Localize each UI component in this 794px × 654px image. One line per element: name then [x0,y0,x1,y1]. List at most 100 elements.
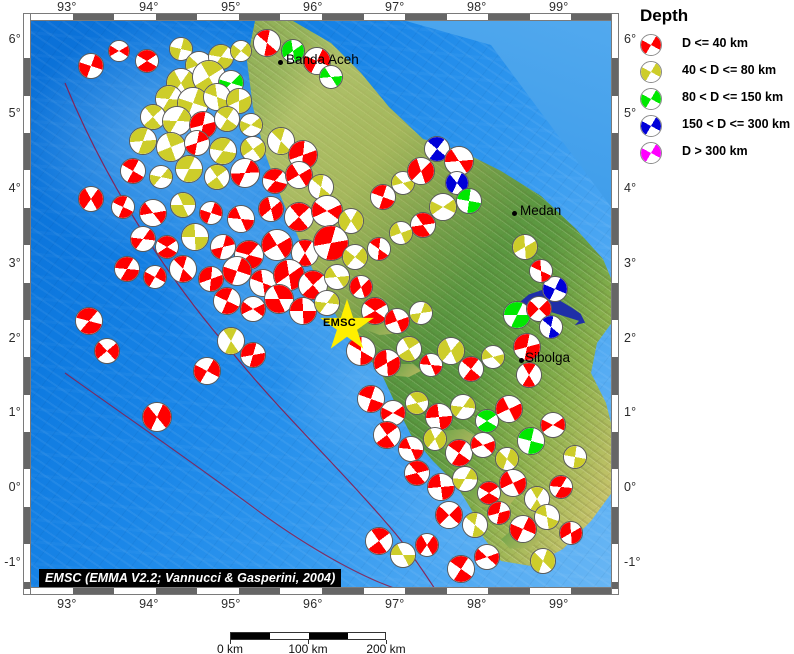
lon-tick-top-1: 94° [139,0,159,14]
frame-tick [155,588,198,594]
city-dot-banda-aceh [278,60,283,65]
legend-item-3[interactable]: 150 < D <= 300 km [636,113,794,140]
focal-mechanism-beachball [389,221,413,245]
focal-quadrants [374,350,400,376]
focal-mechanism-beachball [199,201,223,225]
focal-quadrants [241,343,265,367]
lat-tick-right-6: 0° [624,480,637,495]
lat-tick-left-4: 2° [8,330,21,345]
legend-beachball-icon [640,61,662,83]
focal-quadrants [286,162,312,188]
focal-mechanism-beachball [349,275,373,299]
focal-quadrants [156,236,178,258]
focal-quadrants [438,338,464,364]
lat-tick-left-3: 3° [8,255,21,270]
focal-mechanism-beachball [240,342,266,368]
focal-quadrants [500,470,526,496]
focal-quadrants [374,422,400,448]
scale-label-1: 100 km [288,642,328,654]
focal-mechanism-beachball [155,235,179,259]
frame-band-left [23,13,31,595]
focal-mechanism-beachball [423,427,447,451]
scale-tick-1 [308,640,309,644]
focal-mechanism-beachball [410,212,436,238]
lat-tick-left-0: 6° [8,31,21,46]
focal-mechanism-beachball [175,155,203,183]
focal-mechanism-beachball [114,256,140,282]
lon-tick-top-4: 97° [385,0,405,14]
focal-quadrants [130,128,156,154]
focal-quadrants [541,413,565,437]
focal-quadrants [315,291,339,315]
focal-quadrants [199,267,223,291]
map-canvas[interactable]: EMSC Banda Aceh Medan Sibolga EMSC (EMMA… [31,21,611,587]
legend-item-4[interactable]: D > 300 km [636,140,794,167]
frame-tick [571,14,613,20]
focal-quadrants [463,513,487,537]
frame-tick [612,432,618,470]
focal-quadrants [397,337,421,361]
frame-band-bottom [23,587,619,595]
frame-tick [571,588,613,594]
focal-quadrants [476,410,498,432]
frame-tick [488,588,530,594]
focal-quadrants [641,116,661,136]
focal-mechanism-beachball [512,234,538,260]
focal-mechanism-beachball [222,256,252,286]
legend-item-0[interactable]: D <= 40 km [636,32,794,59]
focal-mechanism-beachball [313,225,349,261]
lat-tick-right-3: 3° [624,255,637,270]
focal-mechanism-beachball [135,49,159,73]
focal-mechanism-beachball [143,265,167,289]
focal-quadrants [399,437,423,461]
focal-mechanism-beachball [129,127,157,155]
focal-mechanism-beachball [253,29,281,57]
focal-mechanism-beachball [78,186,104,212]
focal-quadrants [504,302,530,328]
legend-item-1[interactable]: 40 < D <= 80 km [636,59,794,86]
focal-quadrants [141,105,165,129]
scale-segment [231,633,270,639]
focal-quadrants [218,328,244,354]
focal-mechanism-beachball [516,362,542,388]
focal-quadrants [144,266,166,288]
lat-tick-right-4: 2° [624,330,637,345]
focal-mechanism-beachball [517,427,545,455]
lat-tick-left-5: 1° [8,405,21,420]
frame-tick [322,14,364,20]
focal-quadrants [451,395,475,419]
focal-quadrants [241,137,265,161]
focal-quadrants [210,138,236,164]
focal-mechanism-beachball [184,130,210,156]
focal-quadrants [121,159,145,183]
focal-quadrants [453,467,477,491]
frame-tick [24,432,30,470]
focal-mechanism-beachball [424,136,450,162]
legend-title: Depth [640,6,689,25]
focal-mechanism-beachball [139,199,167,227]
frame-tick [405,588,447,594]
focal-mechanism-beachball [534,504,560,530]
map-frame[interactable]: EMSC Banda Aceh Medan Sibolga EMSC (EMMA… [30,20,612,588]
focal-mechanism-beachball [540,412,566,438]
focal-mechanism-beachball [373,421,401,449]
focal-quadrants [76,308,102,334]
focal-quadrants [241,297,265,321]
focal-quadrants [109,41,129,61]
focal-quadrants [641,89,661,109]
focal-mechanism-beachball [529,259,553,283]
frame-tick [612,133,618,171]
legend-item-2[interactable]: 80 < D <= 150 km [636,86,794,113]
lat-tick-left-2: 4° [8,181,21,196]
legend-label: 150 < D <= 300 km [682,117,791,131]
lat-tick-left-7: -1° [4,554,21,569]
focal-quadrants [312,196,342,226]
focal-quadrants [459,357,483,381]
focal-quadrants [641,62,661,82]
lat-tick-right-7: -1° [624,554,641,569]
scale-label-0: 0 km [216,642,244,654]
frame-tick [155,14,198,20]
focal-mechanism-beachball [239,113,263,137]
focal-mechanism-beachball [415,533,439,557]
focal-quadrants [430,194,456,220]
